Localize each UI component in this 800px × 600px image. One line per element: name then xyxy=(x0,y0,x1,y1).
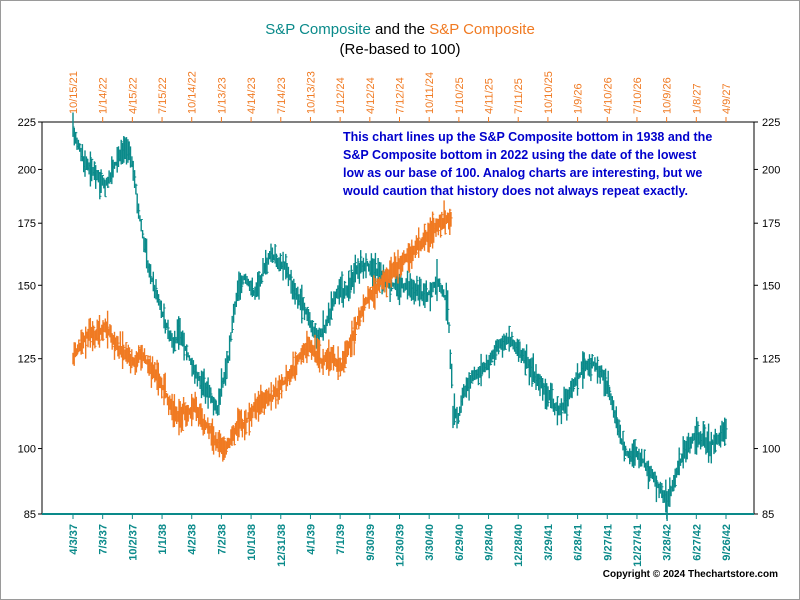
x-tick-label-bottom: 4/1/39 xyxy=(305,524,317,555)
title-connector: and the xyxy=(371,21,429,38)
x-tick-label-bottom: 9/27/41 xyxy=(602,524,614,561)
x-tick-label-bottom: 3/28/42 xyxy=(662,524,674,561)
copyright: Copyright © 2024 Thechartstore.com xyxy=(603,569,778,580)
x-tick-label-top: 1/8/27 xyxy=(691,83,703,114)
y-tick-label-right: 175 xyxy=(762,218,780,230)
x-tick-label-bottom: 12/28/40 xyxy=(513,524,525,567)
x-tick-label-top: 7/14/23 xyxy=(276,77,288,114)
annotation-background xyxy=(338,124,748,200)
y-tick-label-left: 125 xyxy=(18,354,36,366)
y-tick-label-left: 85 xyxy=(24,509,36,521)
x-tick-label-top: 4/10/26 xyxy=(602,77,614,114)
chart-subtitle: (Re-based to 100) xyxy=(340,41,461,58)
x-tick-label-top: 1/10/25 xyxy=(454,77,466,114)
x-tick-label-bottom: 12/30/39 xyxy=(395,524,407,567)
y-axis-right: 85 100 125 150 175 200 225 xyxy=(754,117,780,521)
x-tick-label-top: 10/14/22 xyxy=(187,71,199,114)
annotation-text: This chart lines up the S&P Composite bo… xyxy=(342,130,712,198)
x-tick-label-top: 7/12/24 xyxy=(395,77,407,114)
x-tick-label-top: 4/11/25 xyxy=(484,78,496,114)
annotation-line: This chart lines up the S&P Composite bo… xyxy=(343,130,712,144)
x-tick-label-top: 10/11/24 xyxy=(424,72,436,114)
x-tick-label-bottom: 4/2/38 xyxy=(187,524,199,555)
x-tick-label-top: 4/12/24 xyxy=(365,77,377,114)
annotation-line: S&P Composite bottom in 2022 using the d… xyxy=(343,148,697,162)
x-tick-label-bottom: 6/28/41 xyxy=(573,524,585,561)
x-tick-label-top: 10/10/25 xyxy=(543,71,555,114)
x-tick-label-bottom: 3/30/40 xyxy=(424,524,436,561)
x-tick-label-top: 4/9/27 xyxy=(721,83,733,114)
x-tick-label-bottom: 4/3/37 xyxy=(68,524,80,555)
y-tick-label-right: 125 xyxy=(762,354,780,366)
y-tick-label-left: 225 xyxy=(18,117,36,129)
x-tick-label-top: 1/13/23 xyxy=(216,77,228,114)
y-tick-label-left: 200 xyxy=(18,164,36,176)
title-series-a: S&P Composite xyxy=(265,21,371,38)
x-tick-label-bottom: 10/1/38 xyxy=(246,524,258,561)
x-tick-label-bottom: 12/27/41 xyxy=(632,524,644,567)
x-tick-label-top: 4/15/22 xyxy=(127,77,139,114)
x-tick-label-top: 7/15/22 xyxy=(157,77,169,114)
x-tick-label-bottom: 7/3/37 xyxy=(98,524,110,555)
x-tick-label-top: 7/11/25 xyxy=(513,78,525,114)
chart-title: S&P Composite and the S&P Composite xyxy=(265,21,535,38)
x-tick-label-bottom: 7/1/39 xyxy=(335,524,347,555)
x-tick-label-bottom: 12/31/38 xyxy=(276,524,288,567)
x-tick-label-bottom: 6/29/40 xyxy=(454,524,466,561)
y-tick-label-left: 175 xyxy=(18,218,36,230)
series-b-bars xyxy=(72,200,453,462)
x-tick-label-top: 1/12/24 xyxy=(335,77,347,114)
x-tick-label-bottom: 9/28/40 xyxy=(484,524,496,561)
x-axis-top: 10/15/21 1/14/22 4/15/22 7/15/22 10/14/22 1/1… xyxy=(68,71,733,122)
x-tick-label-bottom: 9/26/42 xyxy=(721,524,733,561)
x-tick-label-top: 10/9/26 xyxy=(662,77,674,114)
y-tick-label-left: 100 xyxy=(18,444,36,456)
x-tick-label-top: 10/13/23 xyxy=(305,71,317,114)
x-tick-label-bottom: 3/29/41 xyxy=(543,524,555,561)
y-tick-label-right: 85 xyxy=(762,509,774,521)
x-tick-label-top: 1/14/22 xyxy=(98,77,110,114)
series-a-bars xyxy=(72,112,728,521)
x-tick-label-bottom: 1/1/38 xyxy=(157,524,169,555)
x-tick-label-top: 4/14/23 xyxy=(246,77,258,114)
x-tick-label-bottom: 6/27/42 xyxy=(691,524,703,561)
x-tick-label-top: 1/9/26 xyxy=(573,83,585,114)
x-axis-bottom: 4/3/37 7/3/37 10/2/37 1/1/38 4/2/38 7/2/38 10/… xyxy=(68,514,733,567)
annotation-line: low as our base of 100. Analog charts ar… xyxy=(343,166,702,180)
y-axis-left: 85 100 125 150 175 200 225 xyxy=(18,117,42,521)
y-tick-label-right: 150 xyxy=(762,280,780,292)
x-tick-label-bottom: 10/2/37 xyxy=(127,524,139,561)
annotation-line: would caution that history does not alwa… xyxy=(342,184,688,198)
x-tick-label-top: 10/15/21 xyxy=(68,71,80,114)
y-tick-label-right: 200 xyxy=(762,164,780,176)
y-tick-label-right: 225 xyxy=(762,117,780,129)
y-tick-label-left: 150 xyxy=(18,280,36,292)
y-tick-label-right: 100 xyxy=(762,444,780,456)
x-tick-label-top: 7/10/26 xyxy=(632,77,644,114)
x-tick-label-bottom: 9/30/39 xyxy=(365,524,377,561)
title-series-b: S&P Composite xyxy=(429,21,535,38)
x-tick-label-bottom: 7/2/38 xyxy=(216,524,228,555)
